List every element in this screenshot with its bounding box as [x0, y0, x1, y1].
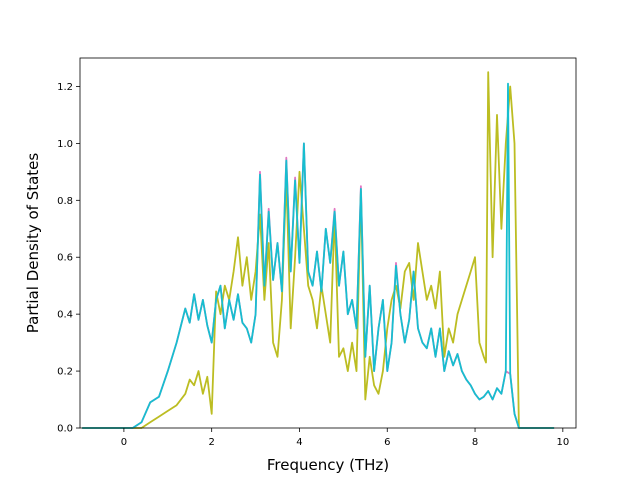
y-tick-label: 1.0 [57, 139, 73, 150]
y-tick-label: 0.6 [57, 253, 73, 264]
y-axis-label: Partial Density of States [24, 153, 42, 334]
x-tick-label: 6 [384, 437, 390, 448]
plot-lines [82, 71, 555, 429]
x-tick-label: 8 [472, 437, 478, 448]
x-tick-label: 4 [296, 437, 302, 448]
series-line-2 [82, 82, 555, 429]
y-tick-label: 1.2 [57, 82, 73, 93]
x-tick-label: 2 [208, 437, 214, 448]
x-axis-label: Frequency (THz) [267, 456, 389, 474]
y-tick-label: 0.4 [57, 310, 73, 321]
x-axis-ticks: 0 2 4 6 8 10 [121, 428, 569, 448]
y-tick-label: 0.0 [57, 424, 73, 435]
plot-frame [79, 57, 577, 429]
series-line-1 [82, 71, 555, 429]
y-axis-ticks: 0.0 0.2 0.4 0.6 0.8 1.0 1.2 [57, 82, 80, 435]
x-tick-label: 10 [556, 437, 569, 448]
y-tick-label: 0.2 [57, 367, 73, 378]
y-tick-label: 0.8 [57, 196, 73, 207]
x-tick-label: 0 [121, 437, 127, 448]
